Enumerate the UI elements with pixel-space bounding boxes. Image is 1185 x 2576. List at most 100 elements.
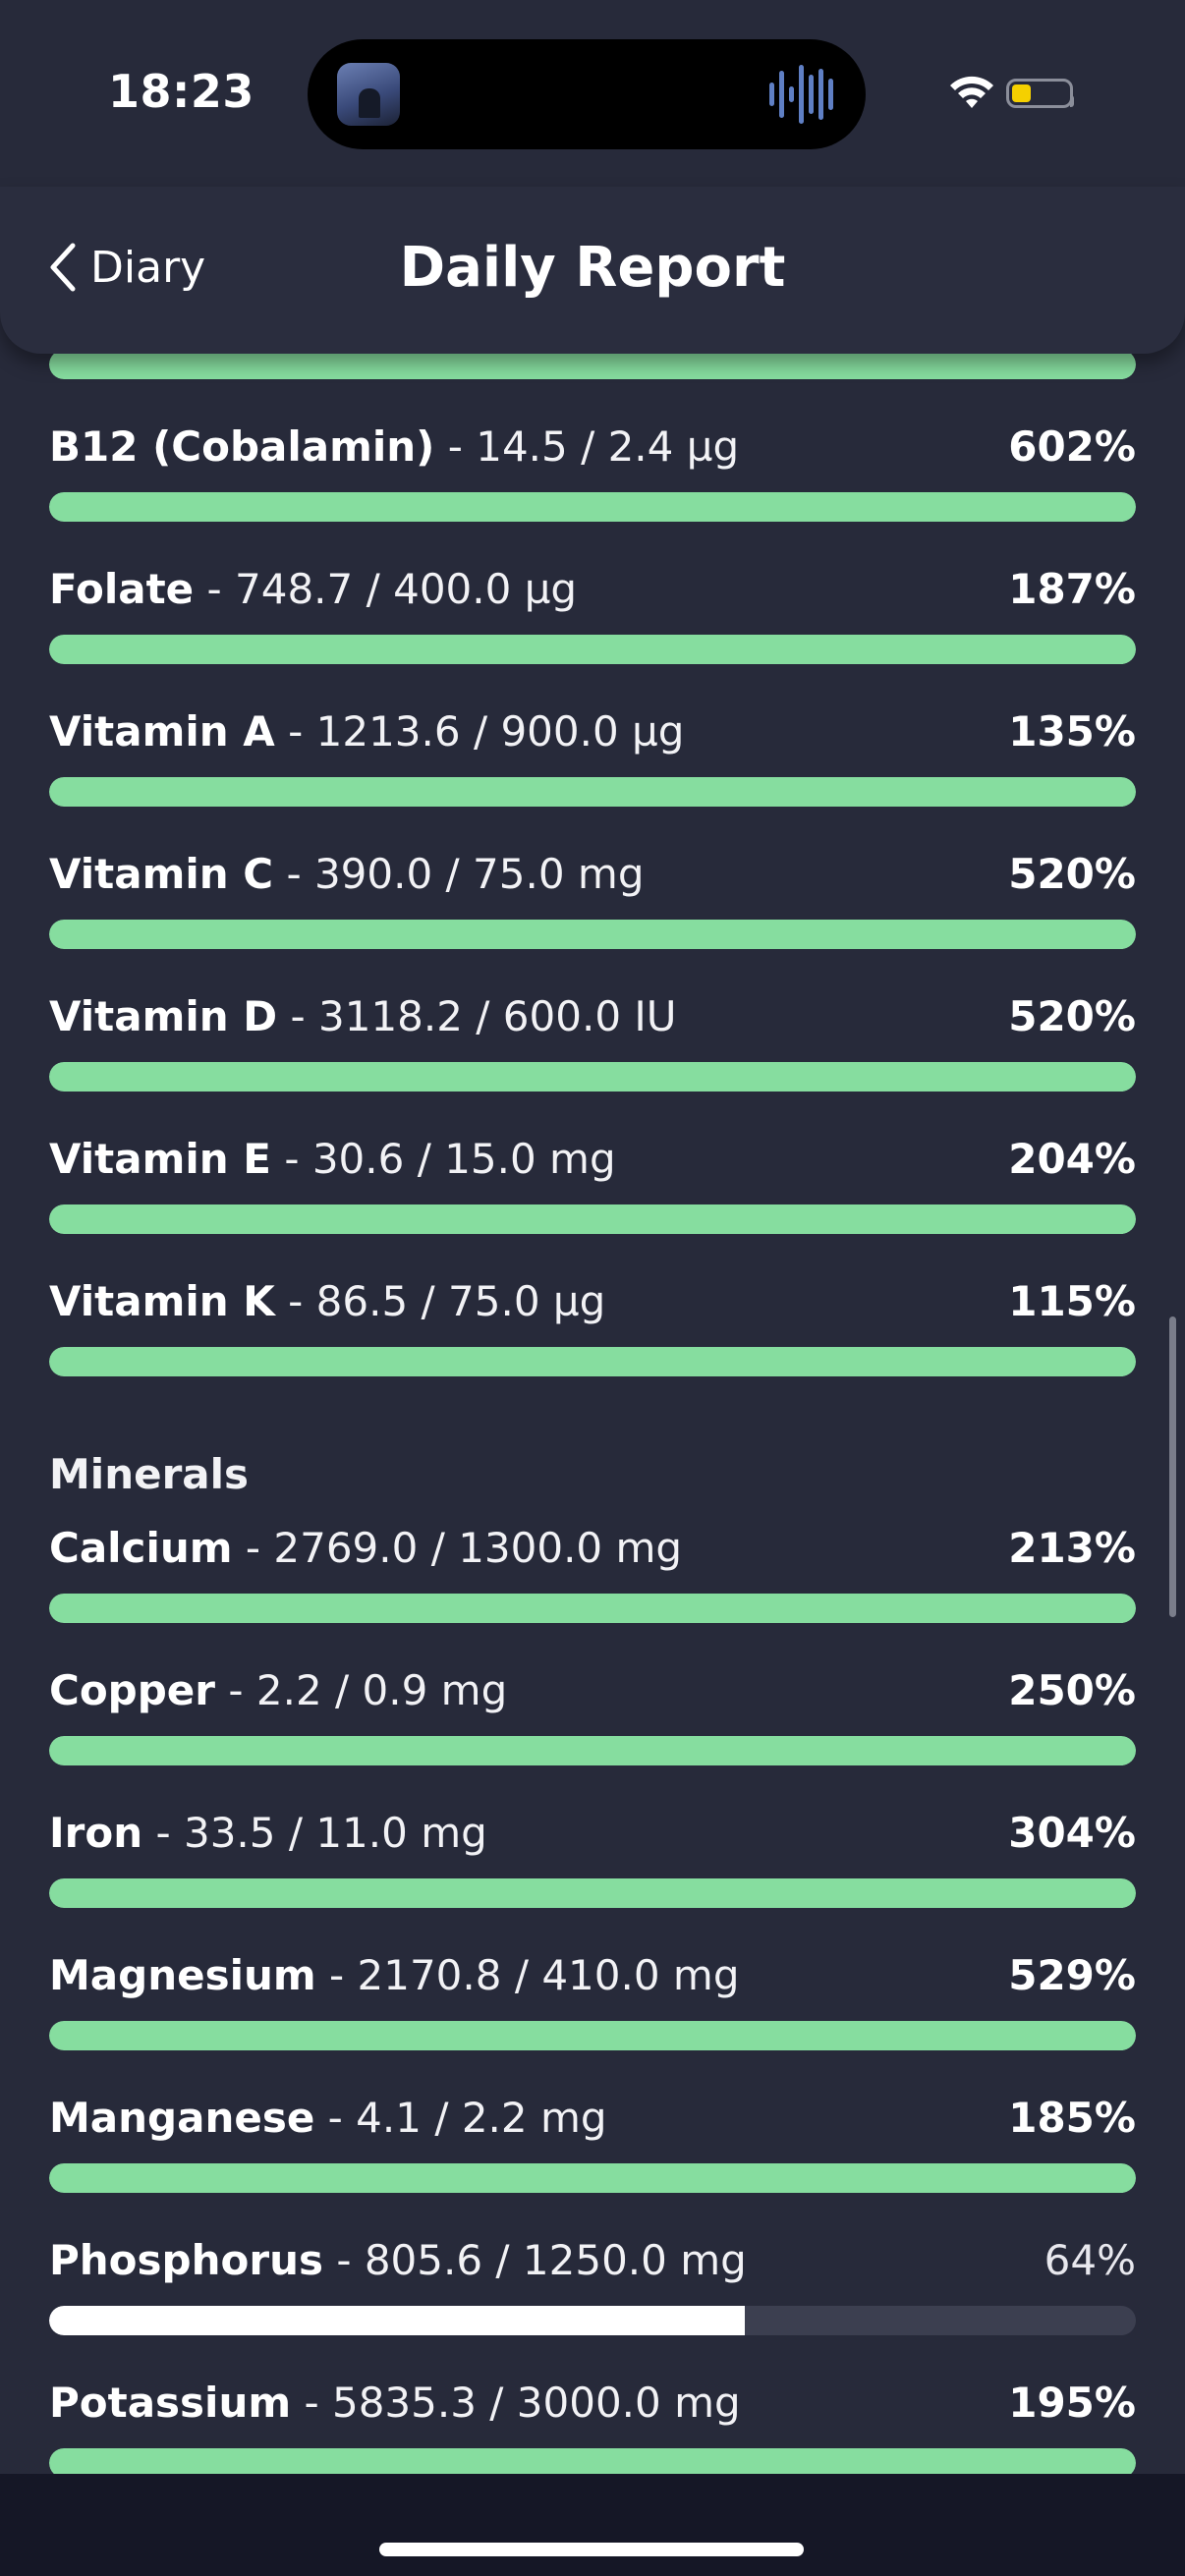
status-time: 18:23 bbox=[108, 65, 254, 118]
nutrient-progress-bar bbox=[49, 2448, 1136, 2478]
nutrient-percent: 204% bbox=[1008, 1135, 1136, 1183]
nutrient-percent: 213% bbox=[1008, 1524, 1136, 1572]
nutrient-name: Folate bbox=[49, 565, 195, 613]
nutrient-row-label: Phosphorus - 805.6 / 1250.0 mg 64% bbox=[49, 2233, 1136, 2288]
home-indicator[interactable] bbox=[379, 2543, 804, 2556]
progress-fill bbox=[49, 1736, 1136, 1765]
progress-fill bbox=[49, 350, 1136, 379]
nutrient-progress-bar bbox=[49, 1736, 1136, 1765]
nutrient-name: Phosphorus bbox=[49, 2236, 323, 2284]
nutrient-amount: - 4.1 / 2.2 mg bbox=[314, 2094, 607, 2142]
progress-fill bbox=[49, 2021, 1136, 2050]
section-title-minerals: Minerals bbox=[49, 1450, 250, 1498]
nutrient-percent: 135% bbox=[1008, 707, 1136, 756]
nutrient-progress-bar bbox=[49, 920, 1136, 949]
nutrient-row-label: Vitamin K - 86.5 / 75.0 µg 115% bbox=[49, 1274, 1136, 1329]
battery-level bbox=[1012, 84, 1031, 102]
nutrient-amount: - 390.0 / 75.0 mg bbox=[273, 850, 645, 898]
nutrient-progress-bar bbox=[49, 1594, 1136, 1623]
nutrient-row-label: Vitamin E - 30.6 / 15.0 mg 204% bbox=[49, 1132, 1136, 1187]
nutrient-amount: - 2.2 / 0.9 mg bbox=[215, 1666, 508, 1714]
nutrient-name: Vitamin E bbox=[49, 1135, 271, 1183]
progress-fill bbox=[49, 2306, 745, 2335]
nutrient-name: Iron bbox=[49, 1809, 143, 1857]
nutrient-amount: - 748.7 / 400.0 µg bbox=[194, 565, 578, 613]
chevron-left-icon bbox=[50, 243, 76, 292]
nutrient-row-label: Iron - 33.5 / 11.0 mg 304% bbox=[49, 1806, 1136, 1861]
now-playing-artwork bbox=[337, 63, 400, 126]
nutrient-row-label: Magnesium - 2170.8 / 410.0 mg 529% bbox=[49, 1948, 1136, 2003]
nutrient-percent: 250% bbox=[1008, 1666, 1136, 1714]
progress-fill bbox=[49, 2448, 1136, 2478]
nutrient-amount: - 33.5 / 11.0 mg bbox=[142, 1809, 487, 1857]
status-bar: 18:23 bbox=[0, 0, 1185, 187]
progress-fill bbox=[49, 1347, 1136, 1376]
nutrient-name: Vitamin D bbox=[49, 992, 278, 1040]
progress-fill bbox=[49, 635, 1136, 664]
nutrient-name: Potassium bbox=[49, 2379, 292, 2427]
nutrient-progress-bar bbox=[49, 1204, 1136, 1234]
nutrient-list[interactable]: Minerals B12 (Cobalamin) - 14.5 / 2.4 µg… bbox=[0, 0, 1185, 2478]
nutrient-name: Vitamin K bbox=[49, 1277, 275, 1325]
nutrient-progress-bar bbox=[49, 2021, 1136, 2050]
nutrient-amount: - 1213.6 / 900.0 µg bbox=[274, 707, 685, 756]
nutrient-progress-bar bbox=[49, 2163, 1136, 2193]
back-label: Diary bbox=[90, 242, 206, 293]
nutrient-percent: 304% bbox=[1008, 1809, 1136, 1857]
dynamic-island[interactable] bbox=[308, 39, 866, 149]
nutrient-progress-bar bbox=[49, 777, 1136, 807]
nutrient-progress-bar bbox=[49, 492, 1136, 522]
nutrient-percent: 602% bbox=[1008, 422, 1136, 471]
progress-fill bbox=[49, 920, 1136, 949]
nutrient-name: Magnesium bbox=[49, 1951, 316, 1999]
nutrient-amount: - 5835.3 / 3000.0 mg bbox=[291, 2379, 741, 2427]
nutrient-amount: - 86.5 / 75.0 µg bbox=[274, 1277, 606, 1325]
wifi-icon bbox=[950, 76, 993, 108]
nutrient-progress-bar bbox=[49, 2306, 1136, 2335]
nutrient-row-label: Manganese - 4.1 / 2.2 mg 185% bbox=[49, 2091, 1136, 2146]
nutrient-progress-bar bbox=[49, 1062, 1136, 1092]
nutrient-name: Vitamin C bbox=[49, 850, 274, 898]
nutrient-amount: - 3118.2 / 600.0 IU bbox=[277, 992, 677, 1040]
nutrient-row-label: B12 (Cobalamin) - 14.5 / 2.4 µg 602% bbox=[49, 420, 1136, 475]
nutrient-progress-bar bbox=[49, 1878, 1136, 1908]
audio-waveform-icon bbox=[769, 65, 833, 124]
progress-fill bbox=[49, 1594, 1136, 1623]
progress-fill bbox=[49, 492, 1136, 522]
nutrient-percent: 529% bbox=[1008, 1951, 1136, 1999]
nutrient-row-label: Vitamin C - 390.0 / 75.0 mg 520% bbox=[49, 847, 1136, 902]
nutrient-row-label: Vitamin D - 3118.2 / 600.0 IU 520% bbox=[49, 989, 1136, 1044]
back-button[interactable]: Diary bbox=[47, 238, 205, 297]
nutrient-percent: 520% bbox=[1008, 850, 1136, 898]
partial-progress-bar bbox=[49, 350, 1136, 379]
nutrient-amount: - 805.6 / 1250.0 mg bbox=[322, 2236, 747, 2284]
nutrient-name: Calcium bbox=[49, 1524, 233, 1572]
status-icons bbox=[949, 73, 1077, 112]
nutrient-percent: 115% bbox=[1008, 1277, 1136, 1325]
nutrient-amount: - 2769.0 / 1300.0 mg bbox=[232, 1524, 683, 1572]
nutrient-name: Manganese bbox=[49, 2094, 315, 2142]
nutrient-row-label: Folate - 748.7 / 400.0 µg 187% bbox=[49, 562, 1136, 617]
nutrient-progress-bar bbox=[49, 1347, 1136, 1376]
nutrient-progress-bar bbox=[49, 635, 1136, 664]
nutrient-name: B12 (Cobalamin) bbox=[49, 422, 435, 471]
progress-fill bbox=[49, 1878, 1136, 1908]
battery-icon bbox=[1006, 79, 1074, 108]
nutrient-amount: - 14.5 / 2.4 µg bbox=[434, 422, 740, 471]
nutrient-amount: - 2170.8 / 410.0 mg bbox=[315, 1951, 740, 1999]
page-title: Daily Report bbox=[399, 236, 786, 300]
progress-fill bbox=[49, 777, 1136, 807]
nutrient-percent: 520% bbox=[1008, 992, 1136, 1040]
nutrient-row-label: Calcium - 2769.0 / 1300.0 mg 213% bbox=[49, 1521, 1136, 1576]
progress-fill bbox=[49, 1062, 1136, 1092]
progress-fill bbox=[49, 1204, 1136, 1234]
nutrient-percent: 195% bbox=[1008, 2379, 1136, 2427]
nutrient-row-label: Copper - 2.2 / 0.9 mg 250% bbox=[49, 1663, 1136, 1718]
bottom-safe-area bbox=[0, 2474, 1185, 2576]
scrollbar[interactable] bbox=[1169, 1316, 1176, 1617]
nutrient-row-label: Potassium - 5835.3 / 3000.0 mg 195% bbox=[49, 2376, 1136, 2431]
nutrient-amount: - 30.6 / 15.0 mg bbox=[270, 1135, 616, 1183]
nutrient-percent: 185% bbox=[1008, 2094, 1136, 2142]
nutrient-name: Vitamin A bbox=[49, 707, 275, 756]
